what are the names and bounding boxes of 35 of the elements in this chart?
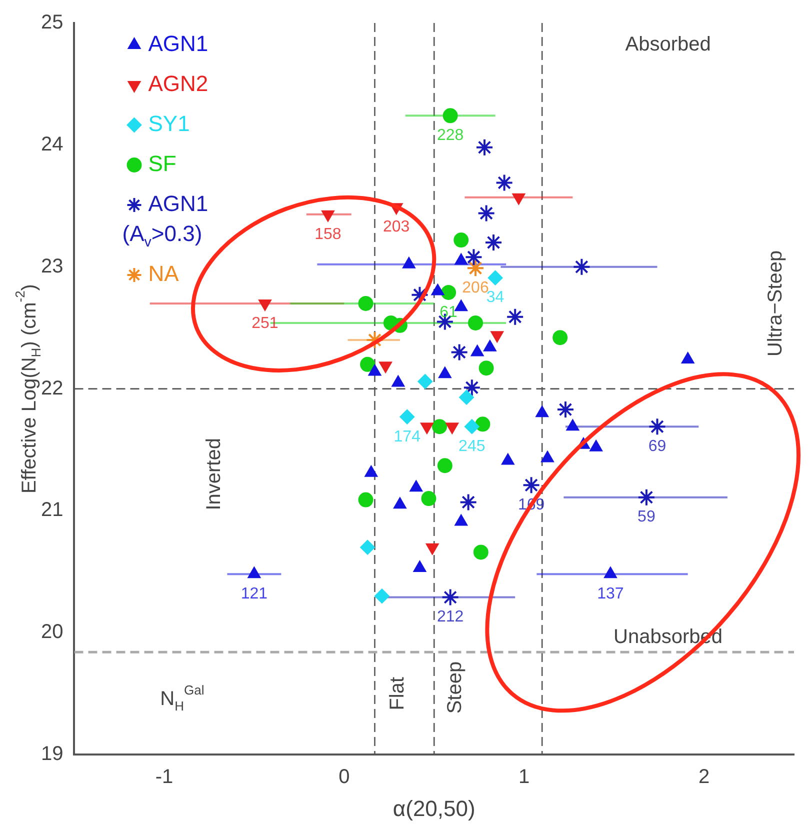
legend-label: SF [148,151,176,176]
y-tick-label: 25 [40,12,64,34]
annotation: 174 [394,428,421,446]
legend-label: AGN1 [148,31,208,56]
annotation: Ultra−Steep [764,250,787,357]
annotation: Flat [386,676,409,710]
y-tick-label: 22 [40,377,64,400]
annotation: 212 [436,608,464,626]
annotation: 206 [462,279,489,296]
annotation: Inverted [203,438,226,510]
y-tick-label: 21 [40,499,64,522]
annotation: 61 [440,304,458,321]
x-tick-label: 2 [698,766,710,788]
x-tick-label: 0 [338,766,350,788]
legend-label: NA [148,261,180,286]
y-tick-label: 24 [40,133,64,156]
x-tick-label: -1 [155,766,174,788]
annotation: 121 [240,586,268,603]
legend-label: SY1 [148,111,190,136]
annotation: Steep [444,661,466,714]
annotation: 251 [252,314,278,332]
x-tick-label: 1 [518,766,530,788]
y-tick-label: 19 [40,743,64,766]
annotation: Absorbed [625,33,711,56]
legend-label: AGN2 [148,71,208,96]
annotation: 245 [458,438,486,456]
annotation: 59 [638,508,656,526]
y-tick-label: 23 [40,255,64,278]
y-tick-label: 20 [40,621,64,644]
annotation: 203 [382,218,410,236]
annotation: 158 [314,226,342,243]
annotation: 137 [597,586,624,603]
annotation: 69 [648,438,666,456]
x-axis-title: α(20,50) [392,796,476,821]
annotation: 228 [436,127,464,144]
